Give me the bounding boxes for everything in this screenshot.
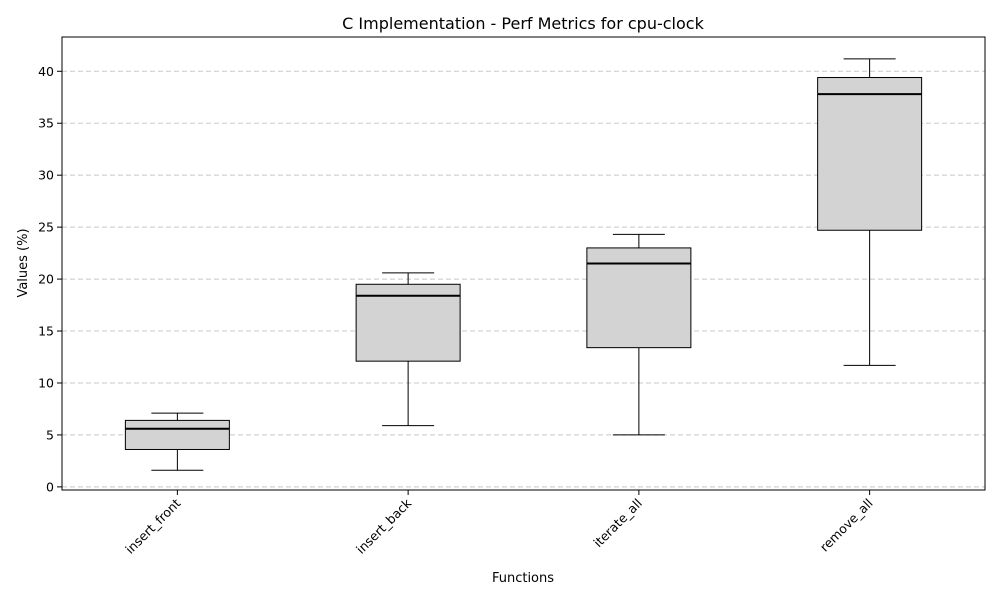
y-tick-label: 25 (38, 220, 54, 235)
box-group (817, 58, 923, 366)
x-tick-label: iterate_all (590, 496, 645, 551)
x-tick-label: insert_front (122, 495, 183, 556)
chart-title: C Implementation - Perf Metrics for cpu-… (342, 14, 704, 33)
box-group (586, 233, 692, 436)
box-group (355, 272, 461, 427)
iqr-box (124, 419, 230, 450)
y-tick-label: 30 (38, 168, 54, 183)
box-group (124, 412, 230, 471)
y-tick-label: 15 (38, 324, 54, 339)
iqr-box (355, 283, 461, 362)
iqr-box (817, 77, 923, 231)
x-tick-label: remove_all (817, 496, 876, 555)
x-tick-label: insert_back (353, 495, 415, 557)
boxes-layer (124, 58, 923, 471)
y-axis-label: Values (%) (16, 228, 31, 297)
y-tick-label: 5 (46, 427, 54, 442)
x-axis: insert_front insert_back iterate_all remove… (122, 490, 876, 557)
y-tick-label: 0 (46, 479, 54, 494)
plot-frame (61, 36, 986, 491)
iqr-box (586, 247, 692, 349)
y-tick-label: 35 (38, 116, 54, 131)
y-axis: 0 5 10 15 20 25 30 35 40 (38, 64, 62, 494)
y-tick-label: 10 (38, 375, 54, 390)
y-tick-label: 20 (38, 272, 54, 287)
x-axis-label: Functions (492, 571, 554, 586)
y-tick-label: 40 (38, 64, 54, 79)
